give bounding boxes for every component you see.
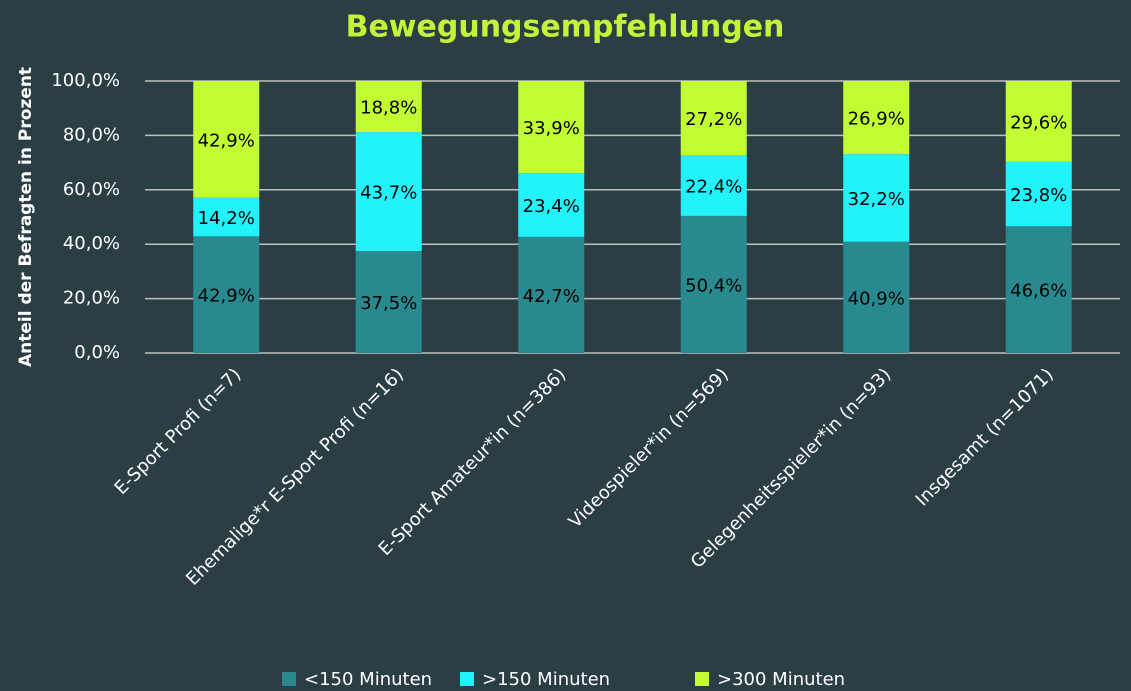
data-label: 46,6%: [1010, 281, 1067, 302]
legend-label: >300 Minuten: [717, 669, 845, 690]
y-tick-label: 80,0%: [63, 124, 120, 145]
bar-segment: [680, 154, 747, 216]
data-label: 42,9%: [198, 286, 255, 307]
legend-swatch: [460, 672, 474, 686]
data-label: 40,9%: [848, 288, 905, 309]
bar-segment: [1005, 81, 1072, 162]
chart-title: Bewegungsempfehlungen: [346, 10, 785, 45]
legend-swatch: [282, 672, 296, 686]
bar-segment: [1005, 226, 1072, 353]
x-tick-label: Insgesamt (n=1071): [912, 364, 1058, 510]
data-label: 14,2%: [198, 208, 255, 229]
y-tick-label: 40,0%: [63, 233, 120, 254]
data-label: 42,7%: [523, 286, 580, 307]
y-tick-label: 20,0%: [63, 288, 120, 309]
data-label: 43,7%: [360, 183, 417, 204]
data-label: 27,2%: [685, 109, 742, 130]
data-label: 22,4%: [685, 176, 742, 197]
x-tick-label: Gelegenheitsspieler*in (n=93): [687, 364, 895, 572]
bar-segment: [843, 154, 910, 242]
y-axis-label: Anteil der Befragten in Prozent: [16, 67, 36, 367]
x-tick-label: E-Sport Amateur*in (n=386): [375, 364, 571, 560]
data-label: 37,5%: [360, 293, 417, 314]
bar-segment: [355, 132, 422, 251]
x-tick-label: Videospieler*in (n=569): [565, 364, 733, 532]
legend-swatch: [695, 672, 709, 686]
legend-label: >150 Minuten: [482, 669, 610, 690]
bar-segment: [518, 173, 585, 237]
y-tick-label: 100,0%: [51, 70, 120, 91]
legend-label: <150 Minuten: [304, 669, 432, 690]
bar-segment: [1005, 161, 1072, 227]
bar-segment: [355, 81, 422, 133]
bar-segment: [518, 81, 585, 174]
data-label: 29,6%: [1010, 112, 1067, 133]
data-label: 18,8%: [360, 98, 417, 119]
bar-segment: [843, 241, 910, 353]
bar-segment: [193, 197, 260, 237]
data-label: 23,8%: [1010, 185, 1067, 206]
data-label: 26,9%: [848, 109, 905, 130]
bar-segment: [843, 81, 910, 155]
bar-segment: [355, 251, 422, 353]
bar-segment: [193, 236, 260, 353]
bar-segment: [518, 236, 585, 353]
y-tick-label: 60,0%: [63, 179, 120, 200]
bar-segment: [680, 215, 747, 353]
bar-segment: [680, 81, 747, 155]
x-tick-label: E-Sport Profi (n=7): [111, 364, 246, 499]
data-label: 50,4%: [685, 275, 742, 296]
data-label: 33,9%: [523, 118, 580, 139]
data-label: 23,4%: [523, 196, 580, 217]
data-label: 42,9%: [198, 130, 255, 151]
bar-segment: [193, 81, 260, 198]
data-label: 32,2%: [848, 189, 905, 210]
y-tick-label: 0,0%: [74, 342, 120, 363]
